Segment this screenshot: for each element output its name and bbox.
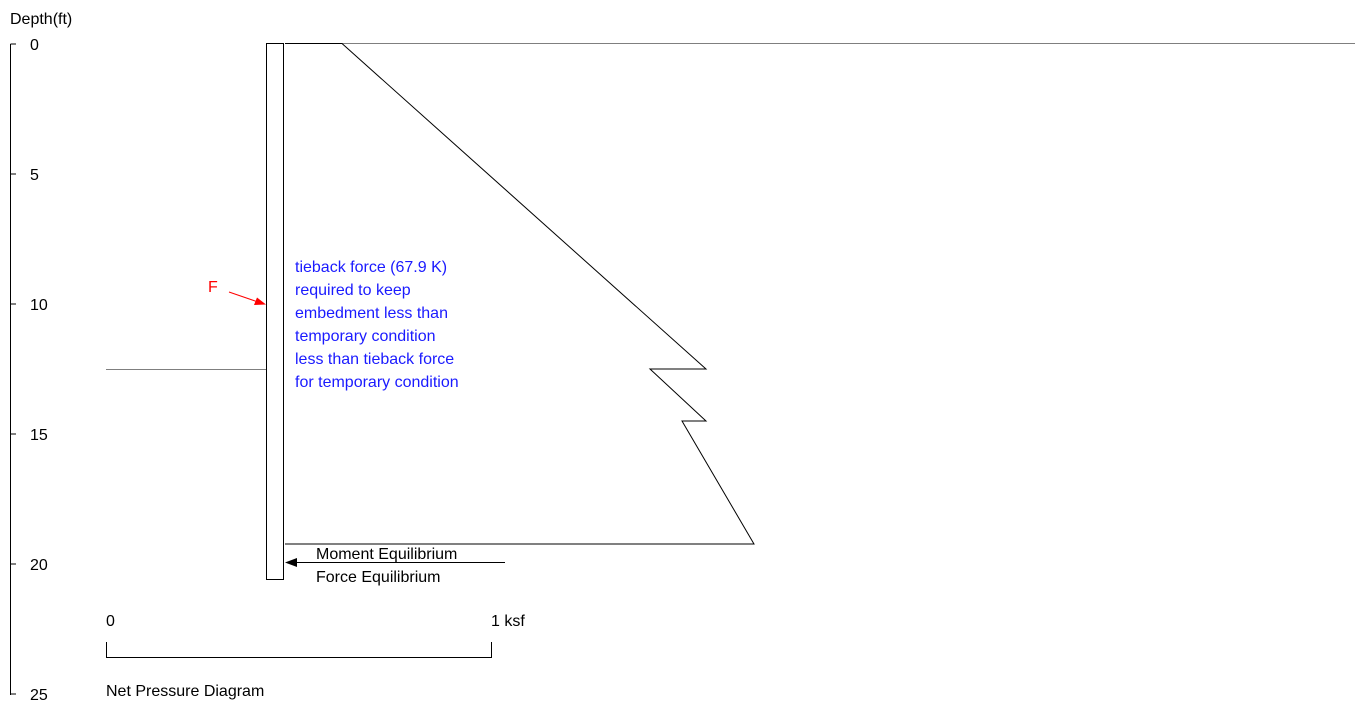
sheet-pile-wall	[266, 43, 284, 580]
tick-label-5: 5	[30, 167, 39, 184]
tick-label-10: 10	[30, 297, 48, 314]
scale-bar-end-label: 1 ksf	[491, 613, 525, 630]
depth-axis: Depth(ft) 0 5 10 15 20 25	[10, 11, 72, 704]
tick-label-25: 25	[30, 687, 48, 704]
equilibrium-arrow-icon	[285, 558, 297, 567]
scale-bar-start-label: 0	[106, 613, 115, 630]
annotation-line-3: embedment less than	[295, 305, 448, 322]
force-label: F	[208, 279, 218, 296]
annotation-line-1: tieback force (67.9 K)	[295, 259, 447, 276]
tieback-annotation: tieback force (67.9 K) required to keep …	[295, 259, 459, 391]
tick-label-15: 15	[30, 427, 48, 444]
scale-bar: 0 1 ksf	[106, 613, 525, 658]
force-arrow-icon	[254, 297, 266, 305]
tick-label-20: 20	[30, 557, 48, 574]
net-pressure-polygon	[285, 43, 755, 545]
force-arrow-shaft	[228, 291, 259, 303]
annotation-line-2: required to keep	[295, 282, 411, 299]
annotation-line-6: for temporary condition	[295, 374, 459, 391]
diagram-caption: Net Pressure Diagram	[106, 683, 264, 700]
annotation-line-5: less than tieback force	[295, 351, 454, 368]
annotation-line-4: temporary condition	[295, 328, 436, 345]
depth-axis-label: Depth(ft)	[10, 11, 72, 28]
tick-label-0: 0	[30, 37, 39, 54]
force-equilibrium-label: Force Equilibrium	[316, 569, 440, 586]
moment-equilibrium-label: Moment Equilibrium	[316, 546, 457, 563]
